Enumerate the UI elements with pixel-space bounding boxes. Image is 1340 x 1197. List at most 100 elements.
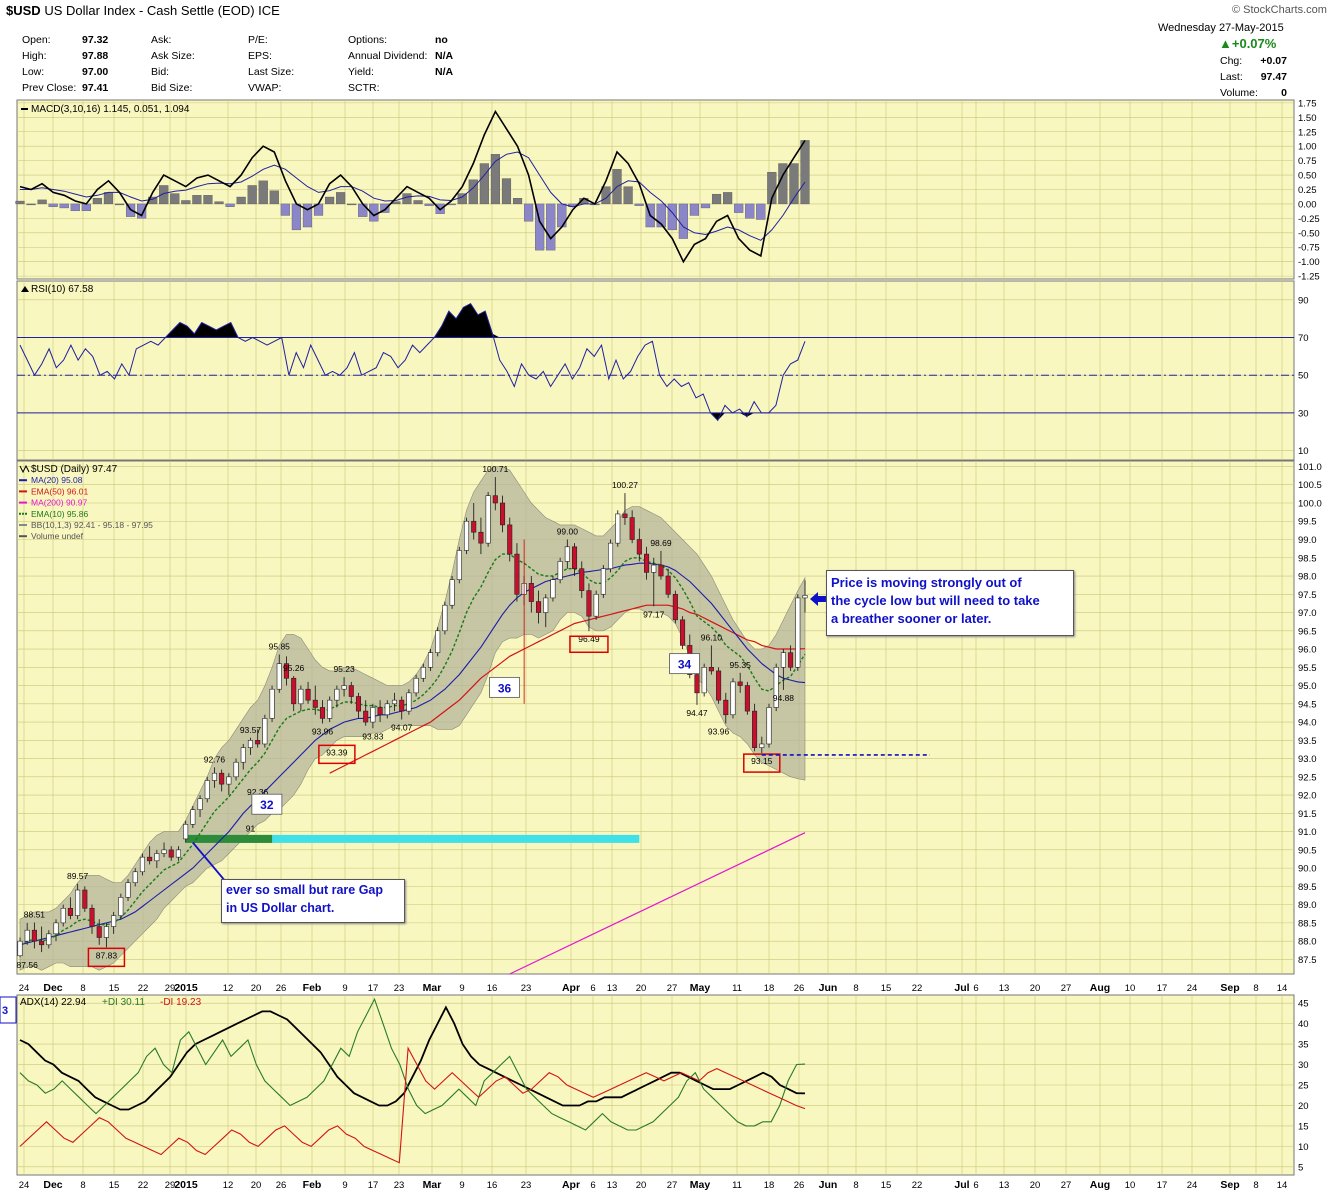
adx-ytick: 15 xyxy=(1298,1121,1309,1132)
candle-up xyxy=(456,550,462,580)
quote-value: 97.00 xyxy=(82,66,108,78)
candle-down xyxy=(535,601,542,613)
candle-down xyxy=(67,907,73,916)
x-axis-label: 15 xyxy=(881,983,892,994)
candle-up xyxy=(773,666,779,708)
candle-down xyxy=(348,685,354,697)
x-axis-label: 8 xyxy=(80,983,85,994)
macd-histogram-bar xyxy=(291,203,301,231)
macd-histogram-bar xyxy=(258,180,268,205)
x-axis-label-bottom: 29 xyxy=(165,1180,176,1191)
price-ytick: 92.5 xyxy=(1298,772,1317,783)
x-axis-label: 22 xyxy=(912,983,923,994)
low-highlight-box xyxy=(743,753,781,773)
macd-histogram-bar xyxy=(336,192,346,205)
price-ytick: 96.0 xyxy=(1298,645,1317,656)
macd-histogram-bar xyxy=(380,203,390,213)
candle-up xyxy=(600,568,606,595)
macd-ytick: 0.50 xyxy=(1298,171,1317,182)
macd-histogram-bar xyxy=(325,196,335,205)
price-label: 89.57 xyxy=(67,871,89,881)
x-axis-label: 20 xyxy=(636,983,647,994)
x-axis-label-bottom: 20 xyxy=(1030,1180,1041,1191)
candle-up xyxy=(420,666,426,679)
candle-down xyxy=(96,926,102,938)
candle-up xyxy=(190,809,196,825)
quote-label: Prev Close: xyxy=(22,82,76,94)
gap-zone xyxy=(185,834,273,843)
x-axis-label-bottom: 27 xyxy=(1061,1180,1072,1191)
macd-ytick: -1.00 xyxy=(1298,257,1320,268)
x-axis-label: Sep xyxy=(1220,982,1239,994)
price-ytick: 92.0 xyxy=(1298,791,1317,802)
candle-up xyxy=(391,699,398,705)
macd-histogram-bar xyxy=(756,203,766,220)
x-axis-label: 26 xyxy=(276,983,287,994)
macd-histogram-bar xyxy=(358,203,368,217)
candle-up xyxy=(564,546,570,562)
macd-histogram-bar xyxy=(170,193,180,205)
price-label: 96.10 xyxy=(701,632,723,642)
x-axis-label-bottom: 11 xyxy=(732,1180,742,1191)
quote-value: 97.88 xyxy=(82,50,108,62)
gap-annotation: ever so small but rare Gap in US Dollar … xyxy=(221,879,405,923)
macd-histogram-bar xyxy=(667,203,677,231)
candle-down xyxy=(363,710,369,723)
adx-series-line xyxy=(19,997,806,1131)
x-axis-label-bottom: 20 xyxy=(636,1180,647,1191)
candle-up xyxy=(24,929,30,942)
price-label: 91 xyxy=(246,824,256,834)
quote-label: SCTR: xyxy=(348,82,380,94)
x-axis-label-bottom: 10 xyxy=(1125,1180,1136,1191)
candle-down xyxy=(89,907,95,927)
price-ytick: 98.0 xyxy=(1298,572,1317,583)
adx-ytick: 10 xyxy=(1298,1142,1309,1153)
macd-histogram-bar xyxy=(789,163,799,205)
quote-label: Volume: xyxy=(1220,87,1258,99)
adx-legend-minus-di: -DI 19.23 xyxy=(160,997,202,1008)
candle-up xyxy=(125,882,131,898)
candle-down xyxy=(492,495,498,504)
adx-series-line xyxy=(19,1005,806,1111)
rsi-legend: RSI(10) 67.58 xyxy=(31,284,94,295)
candle-up xyxy=(132,871,138,884)
x-axis-label-bottom: 6 xyxy=(973,1180,978,1191)
candle-down xyxy=(658,564,664,577)
adx-ytick: 30 xyxy=(1298,1060,1309,1071)
macd-histogram-bar xyxy=(37,199,47,205)
macd-histogram-bar xyxy=(678,203,688,239)
x-axis-label-bottom: 17 xyxy=(368,1180,379,1191)
candle-down xyxy=(39,940,45,946)
candle-down xyxy=(680,619,686,646)
cycle-count-box xyxy=(489,676,520,698)
candle-down xyxy=(355,696,362,712)
candle-down xyxy=(665,575,671,595)
macd-ytick: -0.25 xyxy=(1298,214,1320,225)
adx-ytick: 25 xyxy=(1298,1081,1309,1092)
quote-date: Wednesday 27-May-2015 xyxy=(1158,22,1284,34)
price-ytick: 100.0 xyxy=(1298,498,1322,509)
quote-value: 0 xyxy=(1281,87,1287,99)
candle-down xyxy=(636,539,642,555)
x-axis-label: 22 xyxy=(138,983,149,994)
quote-label: Ask Size: xyxy=(151,50,195,62)
x-axis-label-bottom: 12 xyxy=(223,1180,234,1191)
candle-up xyxy=(427,652,434,668)
low-highlight-box xyxy=(569,635,609,654)
candle-up xyxy=(211,772,217,781)
rsi-ytick: 10 xyxy=(1298,446,1309,457)
adx-ytick: 35 xyxy=(1298,1040,1309,1051)
candle-up xyxy=(226,776,232,785)
rsi-legend-icon xyxy=(21,286,29,292)
price-ytick: 96.5 xyxy=(1298,626,1317,637)
x-axis-label: 23 xyxy=(394,983,405,994)
price-ytick: 91.0 xyxy=(1298,827,1317,838)
candle-down xyxy=(572,546,578,570)
candle-down xyxy=(478,531,484,544)
candle-up xyxy=(463,520,470,551)
candle-down xyxy=(744,685,750,712)
x-axis-label-bottom: Apr xyxy=(562,1179,580,1191)
x-axis-label-bottom: Feb xyxy=(303,1179,322,1191)
price-ytick: 90.5 xyxy=(1298,845,1317,856)
x-axis-label: 13 xyxy=(607,983,618,994)
